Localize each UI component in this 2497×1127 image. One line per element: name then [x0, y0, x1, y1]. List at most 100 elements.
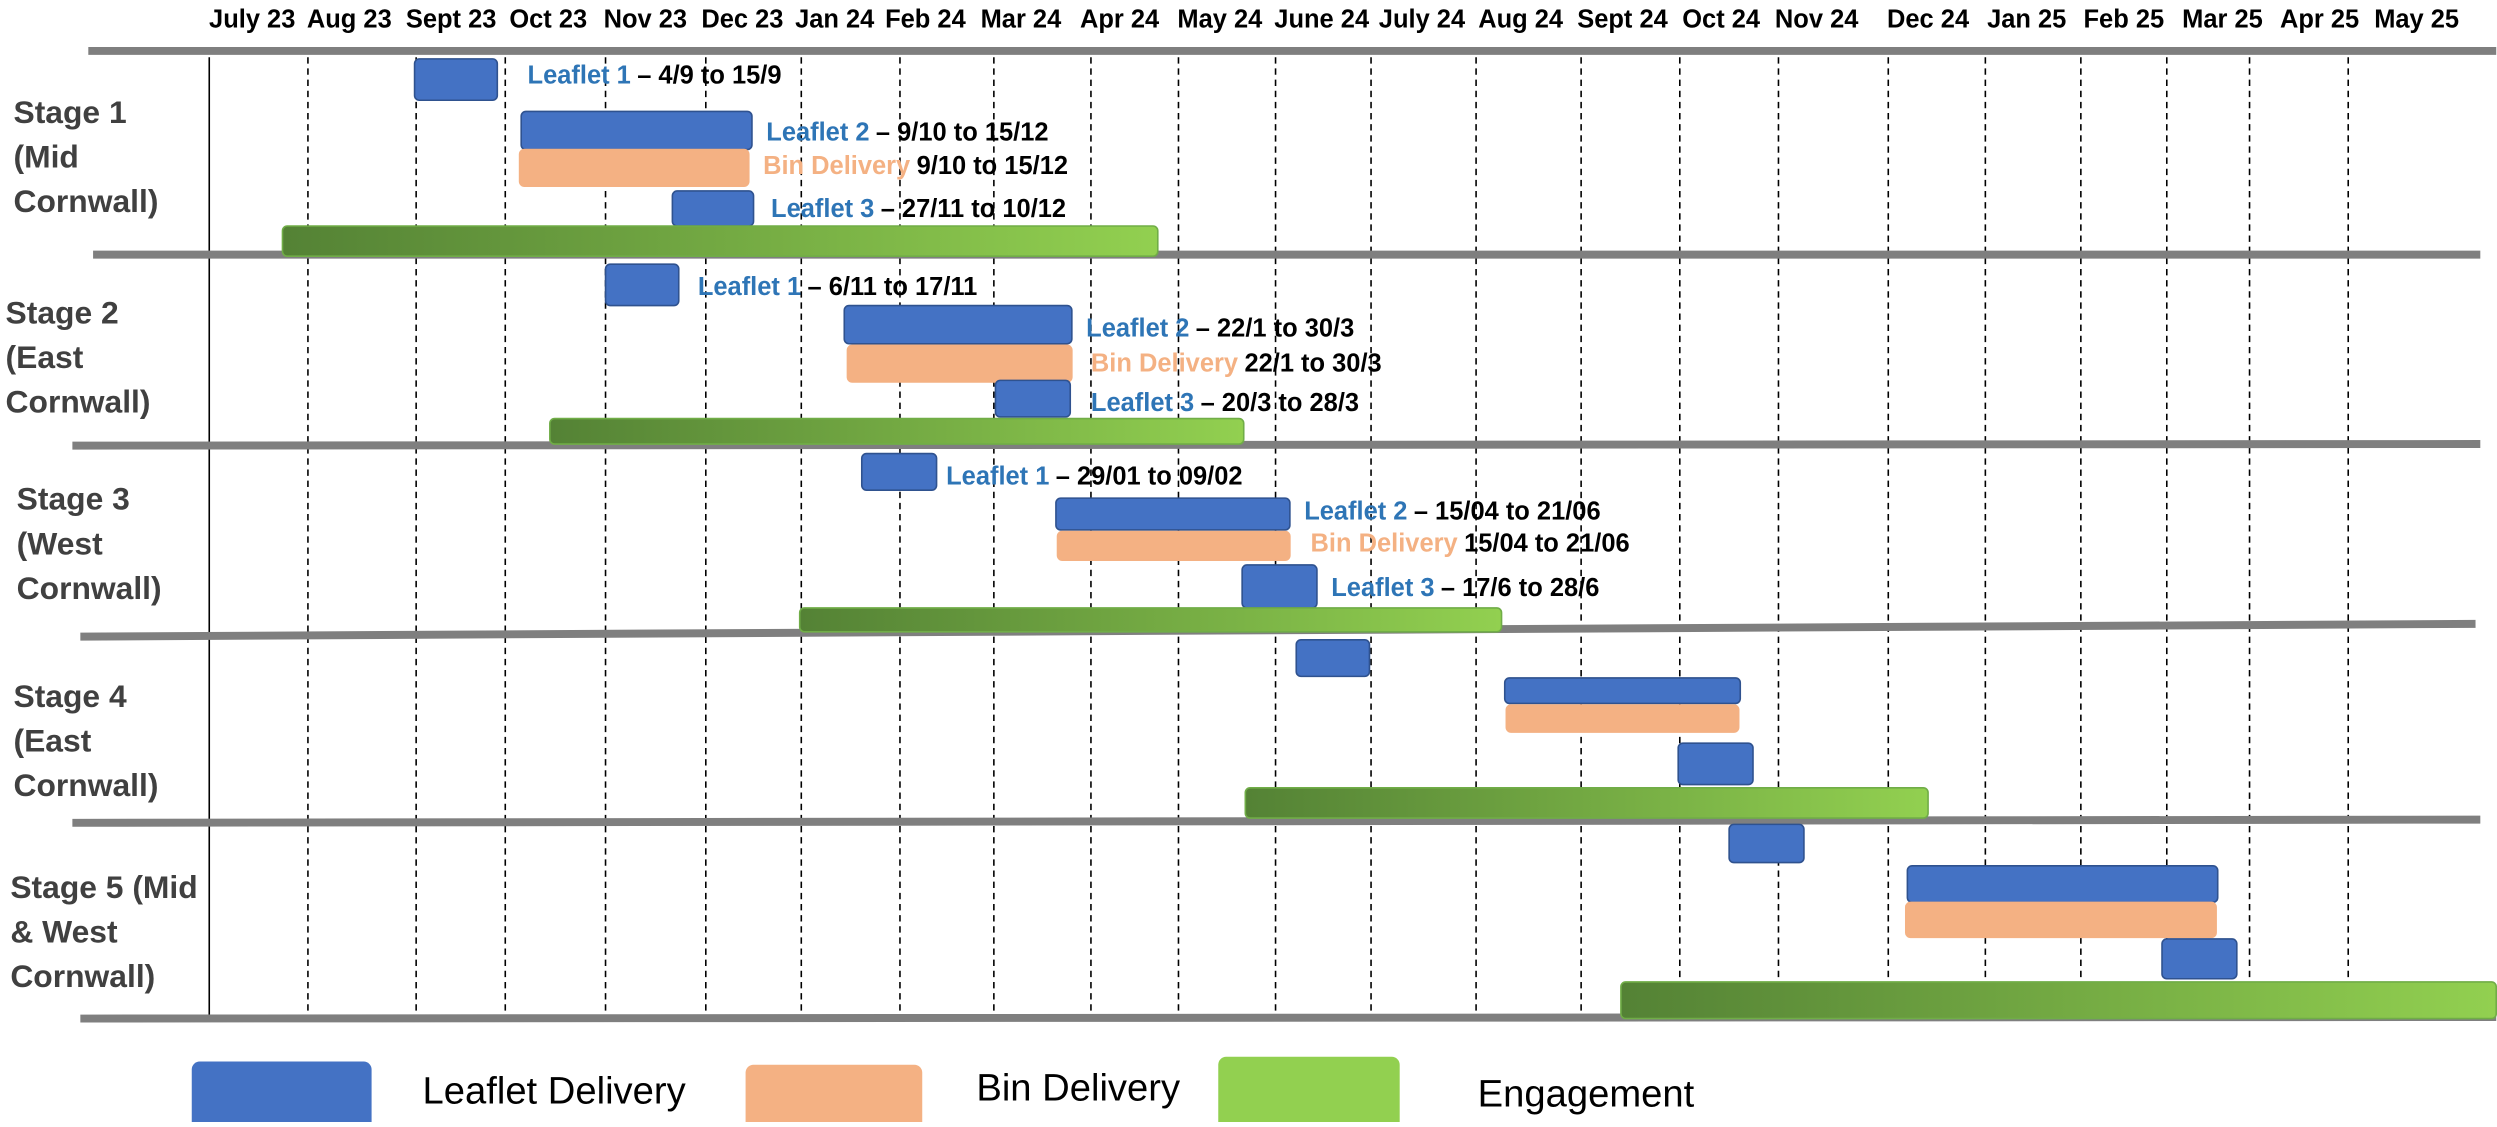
bar [1505, 704, 1740, 733]
bar [518, 148, 750, 188]
bar [1056, 530, 1291, 561]
bar-label: Leaflet 3– 20/3 to 28/3 [1091, 389, 1359, 417]
item-name: Leaflet 3 [1091, 389, 1194, 417]
item-name: Leaflet 1 [698, 273, 801, 301]
bar [520, 110, 753, 151]
item-dates: – 29/01 to 09/02 [1056, 462, 1243, 490]
month-label: Oct 24 [1682, 5, 1761, 33]
bar [846, 344, 1073, 383]
month-label: May 25 [2374, 5, 2459, 33]
month-label: Sept 24 [1577, 5, 1668, 33]
bar [2161, 938, 2238, 980]
month-label: July 23 [209, 5, 295, 33]
bar-label: Bin Delivery 22/1 to 30/3 [1091, 349, 1382, 377]
month-label: Mar 25 [2182, 5, 2263, 33]
bar [1677, 742, 1754, 786]
legend-swatch [1218, 1056, 1400, 1127]
item-name: Leaflet 3 [771, 195, 874, 223]
bar-label: Leaflet 2– 22/1 to 30/3 [1086, 314, 1354, 342]
stage-label: (Mid [14, 139, 79, 175]
stage-label: (East [6, 339, 84, 375]
item-name: Leaflet 2 [1304, 497, 1407, 525]
bar [671, 190, 755, 227]
bar-label: Leaflet 1– 29/01 to 09/02 [946, 462, 1242, 490]
bar-label: Leaflet 2– 9/10 to 15/12 [766, 118, 1048, 146]
bar [413, 58, 499, 102]
bar-label: Leaflet 3– 27/11 to 10/12 [771, 195, 1066, 223]
legend-label: Engagement [1478, 1073, 1695, 1116]
bar [1295, 638, 1371, 678]
stage-label: Cornwall) [14, 183, 159, 219]
stage-label: Cornwall) [6, 384, 151, 420]
item-name: Bin Delivery [1091, 349, 1239, 377]
bar-label: Leaflet 3– 17/6 to 28/6 [1331, 574, 1599, 602]
month-label: Jan 24 [795, 5, 875, 33]
bar [994, 379, 1072, 418]
month-label: May 24 [1177, 5, 1263, 33]
item-dates: – 27/11 to 10/12 [881, 195, 1066, 223]
month-label: July 24 [1379, 5, 1466, 33]
month-label: Dec 23 [701, 5, 783, 33]
bar-label: Bin Delivery 15/04 to 21/06 [1311, 529, 1630, 557]
month-label: Oct 23 [509, 5, 587, 33]
bar-label: Leaflet 1– 4/9 to 15/9 [528, 61, 782, 89]
stage-label: (West [17, 525, 103, 561]
legend-label: Bin Delivery [976, 1066, 1181, 1109]
month-label: Sept 23 [406, 5, 497, 33]
bar [1241, 564, 1318, 609]
item-dates: 22/1 to 30/3 [1244, 349, 1381, 377]
bar-label: Leaflet 2– 15/04 to 21/06 [1304, 497, 1600, 525]
month-label: Apr 25 [2280, 5, 2359, 33]
item-dates: – 17/6 to 28/6 [1441, 574, 1599, 602]
month-label: Mar 24 [981, 5, 1062, 33]
item-name: Leaflet 1 [946, 462, 1049, 490]
bar [549, 417, 1245, 445]
item-dates: – 6/11 to 17/11 [807, 273, 977, 301]
bar [1906, 864, 2219, 904]
item-name: Leaflet 3 [1331, 574, 1434, 602]
item-name: Leaflet 2 [1086, 314, 1189, 342]
bar [1728, 823, 1805, 864]
row-divider [72, 815, 2481, 827]
month-label: Feb 25 [2083, 5, 2164, 33]
stage-label: (East [14, 723, 92, 759]
item-dates: – 4/9 to 15/9 [637, 61, 781, 89]
bar [843, 304, 1073, 345]
bar [604, 263, 680, 307]
bar-label: Bin Delivery 9/10 to 15/12 [763, 152, 1068, 180]
month-label: June 24 [1274, 5, 1370, 33]
item-dates: 15/04 to 21/06 [1464, 529, 1630, 557]
bar [860, 452, 938, 491]
item-dates: – 20/3 to 28/3 [1201, 389, 1359, 417]
month-label: Feb 24 [885, 5, 966, 33]
month-label: Aug 23 [307, 5, 392, 33]
legend-label: Leaflet Delivery [423, 1069, 687, 1112]
item-name: Bin Delivery [1311, 529, 1459, 557]
item-dates: – 15/04 to 21/06 [1414, 497, 1601, 525]
bar [1620, 981, 2497, 1020]
stage-label: Cornwall) [14, 767, 159, 803]
month-label: Nov 23 [604, 5, 687, 33]
item-name: Leaflet 2 [766, 118, 869, 146]
legend-swatch [191, 1061, 372, 1127]
legend-swatch [745, 1064, 923, 1127]
month-label: Aug 24 [1478, 5, 1564, 33]
bar [798, 607, 1503, 633]
stage-label: Stage 4 [14, 678, 127, 714]
month-label: Jan 25 [1987, 5, 2066, 33]
item-name: Bin Delivery [763, 152, 911, 180]
item-dates: 9/10 to 15/12 [917, 152, 1068, 180]
bar [1503, 677, 1742, 705]
item-name: Leaflet 1 [528, 61, 631, 89]
stage-label: Stage 5 (Mid [10, 869, 197, 905]
month-label: Apr 24 [1080, 5, 1160, 33]
bar-label: Leaflet 1– 6/11 to 17/11 [698, 273, 977, 301]
bar [1055, 497, 1291, 531]
stage-label: & West [10, 914, 118, 950]
item-dates: – 9/10 to 15/12 [876, 118, 1049, 146]
stage-label: Stage 2 [6, 295, 119, 331]
stage-label: Stage 3 [17, 481, 130, 517]
month-label: Dec 24 [1887, 5, 1970, 33]
stage-label: Cornwall) [17, 570, 162, 606]
